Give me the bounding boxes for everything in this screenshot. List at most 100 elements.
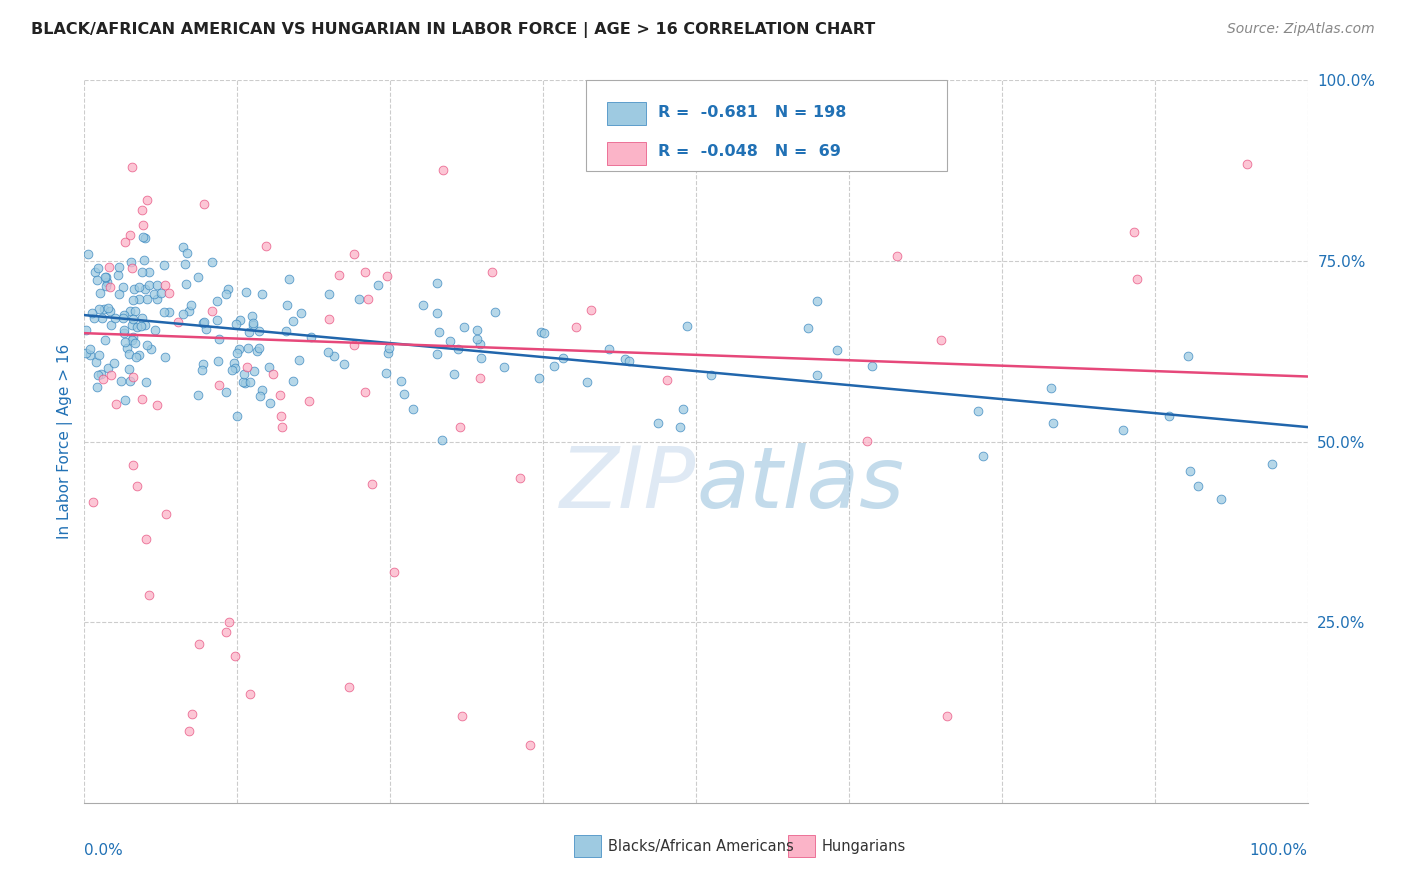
Point — [108, 260, 131, 274]
Point — [181, 706, 204, 721]
Point — [124, 335, 146, 350]
Point — [318, 287, 340, 301]
Point — [114, 392, 136, 407]
Point — [238, 325, 260, 339]
Point — [470, 371, 492, 385]
Point — [174, 277, 197, 292]
Point — [262, 367, 284, 381]
Point — [481, 265, 503, 279]
Point — [797, 321, 820, 335]
Point — [250, 286, 273, 301]
Point — [221, 362, 243, 376]
Text: R =  -0.681   N = 198: R = -0.681 N = 198 — [658, 104, 846, 120]
Point — [98, 304, 121, 318]
Point — [122, 458, 145, 473]
Point — [129, 319, 152, 334]
Point — [166, 314, 188, 328]
Point — [647, 416, 669, 430]
Point — [201, 254, 224, 268]
Text: Source: ZipAtlas.com: Source: ZipAtlas.com — [1227, 22, 1375, 37]
Point — [75, 346, 97, 360]
Point — [177, 303, 200, 318]
Point — [86, 272, 108, 286]
Point — [122, 330, 145, 344]
Point — [375, 367, 398, 381]
Point — [257, 360, 280, 375]
Point — [276, 324, 298, 338]
Y-axis label: In Labor Force | Age > 16: In Labor Force | Age > 16 — [58, 344, 73, 539]
Point — [533, 326, 555, 340]
Point — [432, 163, 454, 178]
Point — [972, 449, 994, 463]
Point — [509, 471, 531, 485]
Point — [205, 294, 228, 309]
Point — [250, 383, 273, 397]
Point — [121, 333, 143, 347]
Point — [367, 278, 389, 293]
Point — [208, 332, 231, 346]
Point — [97, 301, 120, 316]
Point — [75, 323, 97, 337]
Point — [283, 314, 305, 328]
Point — [1261, 457, 1284, 471]
Point — [270, 409, 292, 423]
Point — [657, 373, 679, 387]
Point — [112, 280, 135, 294]
Text: R =  -0.048   N =  69: R = -0.048 N = 69 — [658, 145, 841, 160]
Point — [107, 268, 129, 282]
Point — [187, 270, 209, 285]
Point — [443, 367, 465, 381]
Point — [236, 359, 259, 374]
Point — [270, 419, 292, 434]
Point — [193, 315, 215, 329]
Point — [353, 385, 375, 400]
Point — [254, 239, 277, 253]
Point — [375, 269, 398, 284]
FancyBboxPatch shape — [787, 835, 814, 857]
Point — [87, 348, 110, 362]
Point — [82, 495, 104, 509]
Point — [98, 280, 121, 294]
Point — [1126, 272, 1149, 286]
Point — [153, 277, 176, 292]
Point — [145, 398, 167, 412]
Point — [139, 342, 162, 356]
Point — [104, 397, 127, 411]
Point — [104, 310, 127, 325]
Point — [208, 377, 231, 392]
Point — [247, 324, 270, 338]
Point — [299, 330, 322, 344]
Point — [233, 376, 256, 390]
Point — [249, 389, 271, 403]
Point — [343, 337, 366, 351]
Point — [239, 687, 262, 701]
Point — [121, 261, 143, 276]
Point — [377, 346, 399, 360]
Point — [242, 316, 264, 330]
Point — [131, 203, 153, 218]
Point — [195, 322, 218, 336]
Point — [118, 347, 141, 361]
Point — [225, 345, 247, 359]
Point — [83, 311, 105, 326]
Point — [100, 318, 122, 332]
Point — [232, 367, 254, 381]
Point — [229, 312, 252, 326]
Point — [470, 351, 492, 366]
Point — [135, 337, 157, 351]
Point — [232, 375, 254, 389]
Point — [402, 401, 425, 416]
Point — [316, 345, 339, 359]
Point — [1122, 225, 1144, 239]
Point — [176, 245, 198, 260]
Point — [114, 335, 136, 350]
Point — [121, 311, 143, 326]
Point — [128, 292, 150, 306]
Point — [97, 360, 120, 375]
Point — [246, 343, 269, 358]
Point — [135, 193, 157, 207]
Point — [191, 357, 214, 371]
Point — [672, 401, 695, 416]
Point — [121, 318, 143, 332]
Point — [676, 318, 699, 333]
